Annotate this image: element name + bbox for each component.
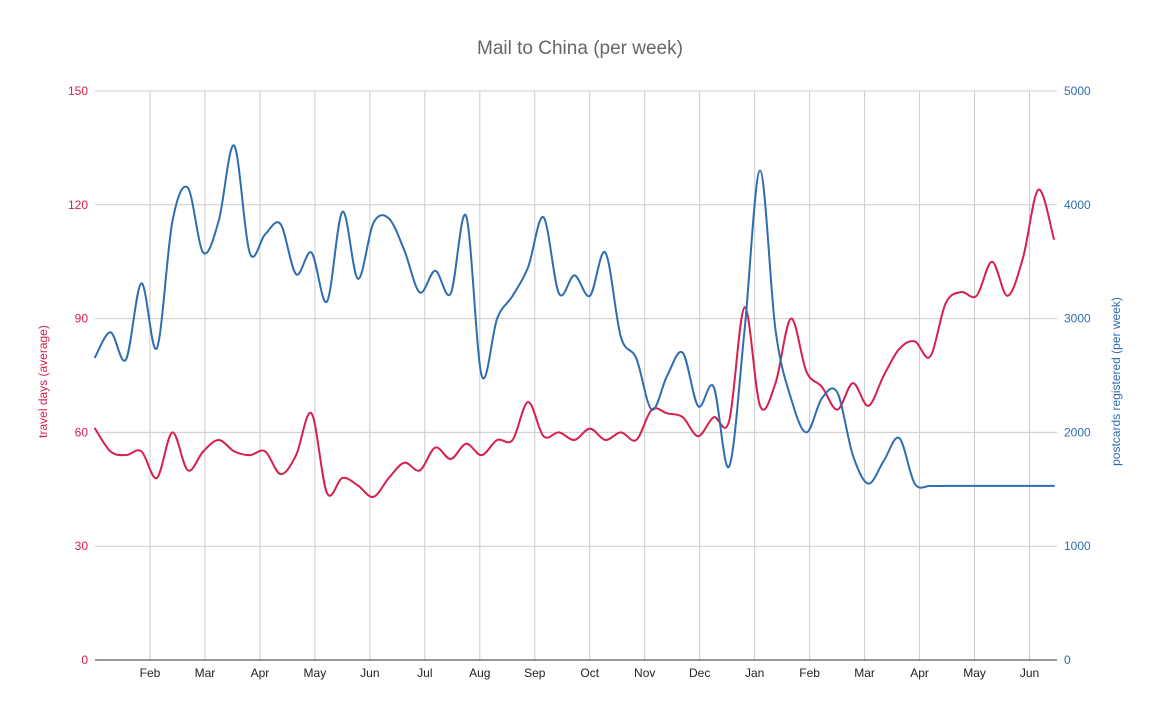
left-tick-label: 90 xyxy=(75,312,89,326)
x-tick-label: Nov xyxy=(634,666,655,680)
left-tick-label: 30 xyxy=(75,539,89,553)
right-axis-label: postcards registered (per week) xyxy=(1109,297,1123,466)
chart-title: Mail to China (per week) xyxy=(477,38,683,59)
x-tick-label: Apr xyxy=(910,666,929,680)
x-tick-label: Jul xyxy=(417,666,432,680)
right-tick-label: 4000 xyxy=(1064,198,1091,212)
x-tick-label: Dec xyxy=(689,666,710,680)
travel-days-series-line xyxy=(94,188,1055,498)
x-tick-label: May xyxy=(304,666,327,680)
x-tick-label: Mar xyxy=(195,666,216,680)
x-tick-label: Apr xyxy=(251,666,270,680)
x-tick-label: May xyxy=(963,666,986,680)
left-tick-label: 150 xyxy=(68,84,88,98)
right-tick-label: 2000 xyxy=(1064,425,1091,439)
x-tick-label: Jan xyxy=(745,666,764,680)
right-tick-label: 1000 xyxy=(1064,539,1091,553)
x-tick-label: Jun xyxy=(1020,666,1039,680)
x-tick-label: Oct xyxy=(580,666,599,680)
right-tick-label: 3000 xyxy=(1064,312,1091,326)
x-tick-label: Jun xyxy=(360,666,379,680)
right-tick-label: 5000 xyxy=(1064,84,1091,98)
left-tick-label: 120 xyxy=(68,198,88,212)
series-layer xyxy=(94,144,1055,498)
left-axis-label: travel days (average) xyxy=(36,325,50,438)
x-tick-label: Aug xyxy=(469,666,490,680)
x-tick-label: Mar xyxy=(854,666,875,680)
x-tick-label: Feb xyxy=(799,666,820,680)
left-tick-label: 60 xyxy=(75,425,89,439)
x-tick-label: Feb xyxy=(140,666,161,680)
right-tick-label: 0 xyxy=(1064,653,1071,667)
left-tick-label: 0 xyxy=(81,653,88,667)
x-tick-label: Sep xyxy=(524,666,546,680)
postcards-series-line xyxy=(94,144,1055,489)
axes: 0 0 30 1000 60 2000 90 3000 120 4000 150 5000 Feb Mar… xyxy=(68,84,1091,680)
